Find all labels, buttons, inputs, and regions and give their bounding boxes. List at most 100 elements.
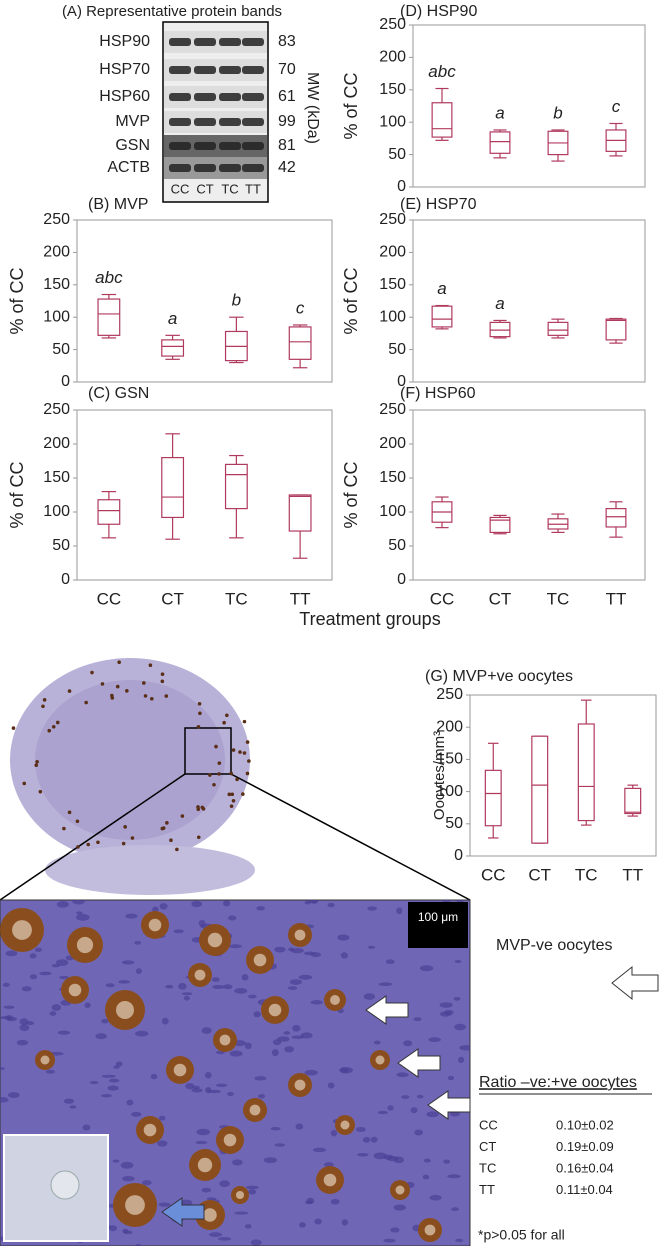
nucleus (39, 971, 52, 976)
nucleus (222, 900, 231, 907)
nucleus (180, 1199, 193, 1206)
band (169, 93, 191, 101)
nucleus (212, 984, 225, 989)
nucleus (250, 1239, 262, 1246)
mw-value: 99 (278, 113, 296, 130)
chart-title: (F) HSP60 (400, 385, 476, 402)
oocyte-core (294, 929, 306, 941)
oocyte-dot (90, 670, 94, 675)
nucleus (219, 1180, 230, 1188)
nucleus (84, 1002, 91, 1008)
y-tick-label: 50 (52, 341, 70, 358)
oocyte-dot (125, 689, 129, 693)
band (219, 142, 241, 150)
oocyte-dot (41, 704, 45, 709)
x-tick-label: TT (622, 865, 643, 884)
ratio-value: 0.10±0.02 (556, 1117, 614, 1132)
oocyte-dot (117, 660, 121, 664)
oocyte-dot (245, 740, 250, 744)
y-tick-label: 50 (388, 146, 406, 163)
nucleus (201, 1187, 212, 1193)
nucleus (447, 1174, 461, 1179)
oocyte-core (253, 953, 267, 967)
ovary-section (45, 845, 255, 895)
lane-label: TT (245, 181, 261, 196)
lane-label: TC (221, 181, 238, 196)
nucleus (123, 1230, 133, 1235)
nucleus (439, 1011, 452, 1017)
nucleus (396, 907, 403, 915)
y-tick-label: 250 (379, 16, 406, 33)
band (219, 66, 241, 74)
box (547, 321, 569, 336)
box (161, 457, 185, 519)
ovary-medulla (35, 680, 225, 840)
x-tick-label: CC (430, 589, 455, 608)
x-axis-title: Treatment groups (299, 609, 440, 629)
oocyte-dot (165, 821, 169, 825)
oocyte-dot (130, 836, 135, 840)
nucleus (327, 1082, 335, 1089)
nucleus (150, 1073, 158, 1080)
nucleus (208, 1232, 223, 1237)
oocyte-core (323, 1173, 337, 1187)
x-tick-label: CC (97, 589, 122, 608)
nucleus (19, 1024, 30, 1032)
oocyte-dot (180, 814, 185, 818)
oocyte-core (148, 918, 162, 932)
nucleus (378, 982, 393, 987)
nucleus (439, 1002, 453, 1008)
nucleus (19, 1018, 29, 1026)
band (242, 164, 264, 172)
significance-label: abc (428, 62, 456, 81)
y-tick-label: 100 (43, 503, 70, 520)
nucleus (72, 900, 85, 905)
box (431, 305, 453, 328)
oocyte-core (235, 1190, 245, 1200)
box (605, 508, 627, 528)
oocyte-dot (242, 719, 247, 724)
nucleus (95, 1033, 107, 1040)
box (489, 131, 511, 154)
oocyte-dot (238, 750, 242, 754)
mw-label: MW (kDa) (304, 72, 321, 144)
box (288, 326, 312, 360)
oocyte-dot (22, 781, 27, 786)
nucleus (377, 1110, 388, 1115)
nucleus (228, 944, 242, 949)
nucleus (396, 1072, 409, 1078)
nucleus (0, 1067, 5, 1071)
y-tick-label: 200 (379, 49, 406, 66)
oocyte-dot (197, 701, 202, 706)
nucleus (256, 906, 265, 911)
nucleus (55, 959, 69, 966)
chart-title: (G) MVP+ve oocytes (425, 668, 573, 685)
plot-frame (412, 219, 646, 383)
x-tick-label: TT (606, 589, 627, 608)
nucleus (387, 1105, 394, 1111)
nucleus (330, 1129, 338, 1137)
nucleus (454, 959, 462, 964)
nucleus (113, 1065, 120, 1069)
arrow (397, 1048, 441, 1078)
nucleus (29, 953, 37, 959)
y-tick-label: 150 (43, 276, 70, 293)
nucleus (304, 1069, 318, 1076)
box (489, 516, 511, 534)
band (219, 93, 241, 101)
x-tick-label: CC (481, 865, 506, 884)
nucleus (419, 965, 434, 972)
plot-frame (76, 409, 333, 581)
nucleus (453, 996, 461, 1001)
nucleus (185, 1082, 195, 1090)
footnote: *p>0.05 for all (478, 1227, 565, 1243)
nucleus (289, 979, 303, 985)
oocyte-dot (51, 724, 56, 729)
oocyte-core (197, 1157, 213, 1173)
nucleus (75, 911, 83, 915)
nucleus (69, 1105, 77, 1109)
arrow (365, 995, 409, 1025)
x-tick-label: TT (290, 589, 311, 608)
oocyte-dot (62, 826, 66, 831)
nucleus (115, 1061, 123, 1067)
